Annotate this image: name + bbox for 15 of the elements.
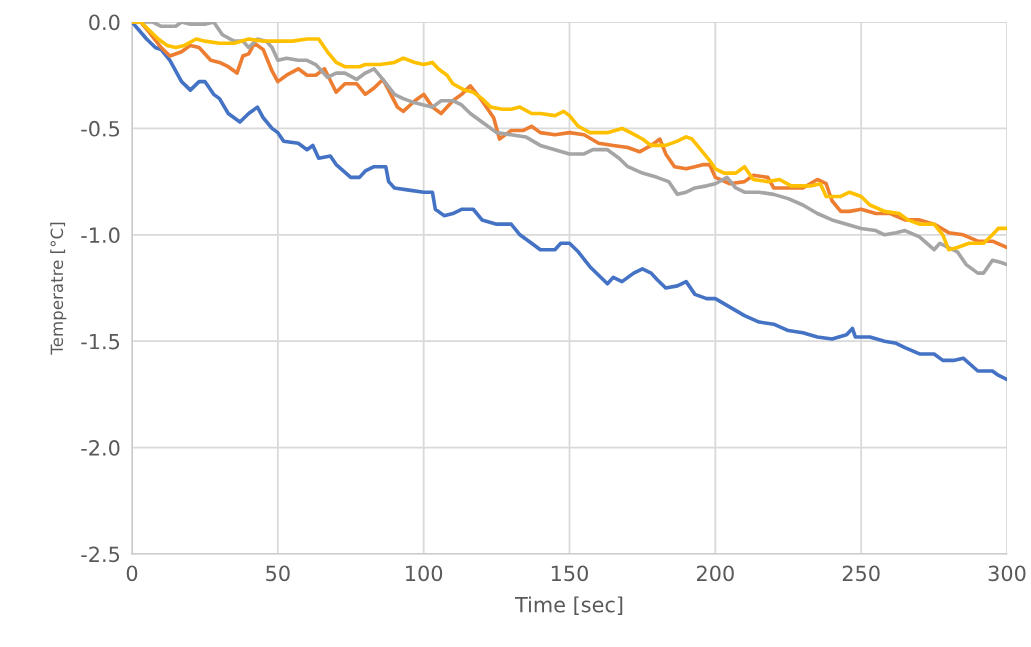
y-tick-label: -2.5 bbox=[81, 546, 120, 563]
x-axis-title: Time [sec] bbox=[514, 596, 623, 615]
x-tick-label: 300 bbox=[988, 565, 1026, 582]
y-tick-label: -1.5 bbox=[81, 333, 120, 350]
y-tick-label: -1.0 bbox=[81, 227, 120, 244]
y-axis-title: Temperatre [°C] bbox=[50, 222, 67, 355]
x-tick-label: 50 bbox=[266, 565, 290, 582]
y-tick-label: 0.0 bbox=[89, 14, 120, 31]
y-tick-label: -2.0 bbox=[81, 440, 120, 456]
x-tick-label: 100 bbox=[406, 565, 443, 582]
x-tick-label: 200 bbox=[696, 565, 734, 582]
x-tick-label: 150 bbox=[551, 565, 588, 582]
x-tick-label: 0 bbox=[126, 565, 138, 582]
x-tick-label: 250 bbox=[842, 565, 880, 582]
y-tick-label: -0.5 bbox=[81, 120, 120, 137]
